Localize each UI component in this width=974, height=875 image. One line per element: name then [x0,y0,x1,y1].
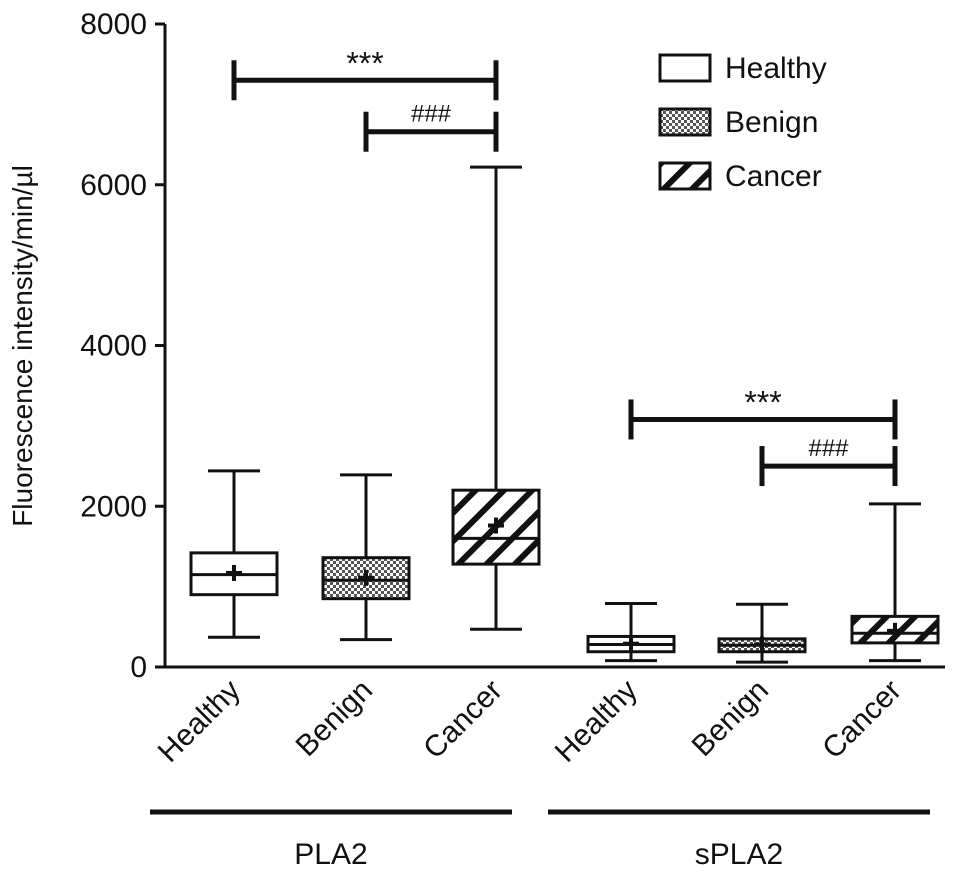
legend-swatch [658,107,712,137]
group-label-pla2: PLA2 [294,838,367,871]
box-spla2-healthy [586,602,676,663]
legend-entry-cancer: Cancer [658,160,822,193]
significance-label: ### [411,101,452,128]
y-axis: 0 2000 4000 6000 8000 [80,8,945,684]
box-pla2-cancer [451,165,541,631]
box-iqr [451,488,541,566]
y-tick-label: 4000 [80,330,147,363]
legend-entry-healthy: Healthy [658,52,827,85]
significance-label: *** [346,45,383,81]
box-spla2-benign [717,602,807,664]
significance-bracket: *** [231,45,499,101]
x-category-label: Cancer [417,674,509,766]
legend-entry-benign: Benign [658,106,818,139]
legend-label: Benign [725,106,818,139]
significance-bracket: *** [628,384,898,440]
y-tick-label: 2000 [80,490,147,523]
significance-bracket: ### [363,101,499,152]
significance-label: ### [808,435,849,462]
significance-label: *** [744,384,781,420]
box-spla2-cancer [850,502,940,663]
x-axis: Healthy Benign Cancer PLA2 Healthy Benign Canc… [150,674,930,871]
y-tick-label: 8000 [80,8,147,41]
significance-annotations: *** ### *** ### [231,45,898,487]
box-pla2-benign [321,473,411,642]
legend-label: Cancer [725,160,822,193]
x-category-label: Benign [686,674,775,763]
y-axis-title: Fluorescence intensity/min/µl [7,165,38,527]
x-category-label: Benign [290,674,379,763]
x-category-label: Cancer [816,674,908,766]
significance-bracket: ### [759,435,898,487]
y-tick-label: 6000 [80,169,147,202]
legend-label: Healthy [725,52,827,85]
y-tick-label: 0 [130,651,147,684]
box-series [189,165,940,664]
box-pla2-healthy [189,469,279,639]
legend-swatch [658,161,712,191]
x-category-label: Healthy [549,674,644,769]
legend-swatch [658,53,712,83]
x-category-label: Healthy [152,674,247,769]
legend: Healthy Benign Cancer [658,52,827,193]
group-label-spla2: sPLA2 [695,838,783,871]
